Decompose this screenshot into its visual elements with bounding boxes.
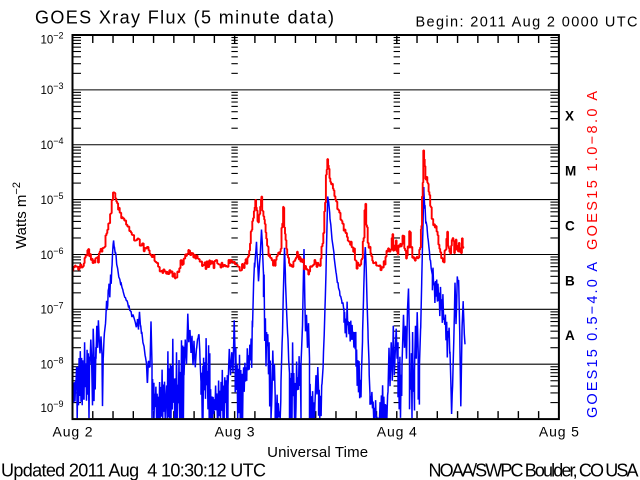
svg-text:M: M — [565, 164, 576, 179]
svg-text:NOAA/SWPC Boulder, CO USA: NOAA/SWPC Boulder, CO USA — [429, 461, 639, 480]
svg-text:Updated 2011 Aug 4 10:30:12 U: Updated 2011 Aug 4 10:30:12 UTC — [1, 461, 266, 480]
svg-text:C: C — [565, 219, 575, 234]
svg-text:Begin: 2011 Aug 2 0000 UTC: Begin: 2011 Aug 2 0000 UTC — [416, 15, 638, 31]
svg-text:GOES Xray Flux (5 minute data): GOES Xray Flux (5 minute data) — [35, 8, 334, 28]
svg-text:X: X — [565, 109, 574, 124]
svg-text:Aug 4: Aug 4 — [377, 424, 417, 440]
svg-text:GOES15 1.0−8.0 A: GOES15 1.0−8.0 A — [585, 91, 601, 250]
svg-text:Universal Time: Universal Time — [267, 444, 368, 461]
svg-text:A: A — [565, 328, 575, 343]
svg-text:Aug 5: Aug 5 — [539, 424, 579, 440]
svg-text:Watts m−2: Watts m−2 — [11, 182, 30, 249]
svg-text:Aug 2: Aug 2 — [53, 424, 93, 440]
svg-text:Aug 3: Aug 3 — [215, 424, 255, 440]
svg-text:GOES15 0.5−4.0 A: GOES15 0.5−4.0 A — [585, 262, 601, 418]
svg-text:B: B — [565, 273, 575, 288]
